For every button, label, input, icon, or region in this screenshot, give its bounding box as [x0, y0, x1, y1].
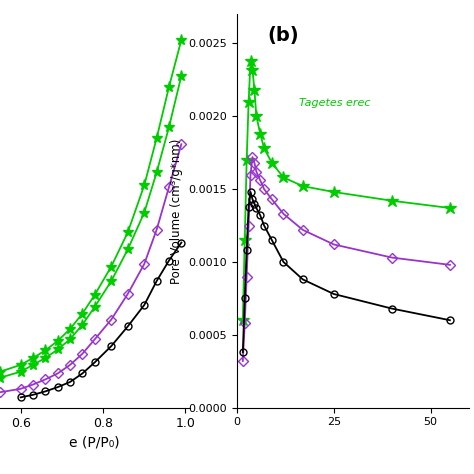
X-axis label: e (P/P₀): e (P/P₀) [70, 436, 120, 450]
Y-axis label: Pore Volume (cm³/g*nm): Pore Volume (cm³/g*nm) [170, 138, 183, 283]
Text: (b): (b) [267, 26, 299, 45]
Text: Tagetes erec: Tagetes erec [299, 98, 371, 108]
